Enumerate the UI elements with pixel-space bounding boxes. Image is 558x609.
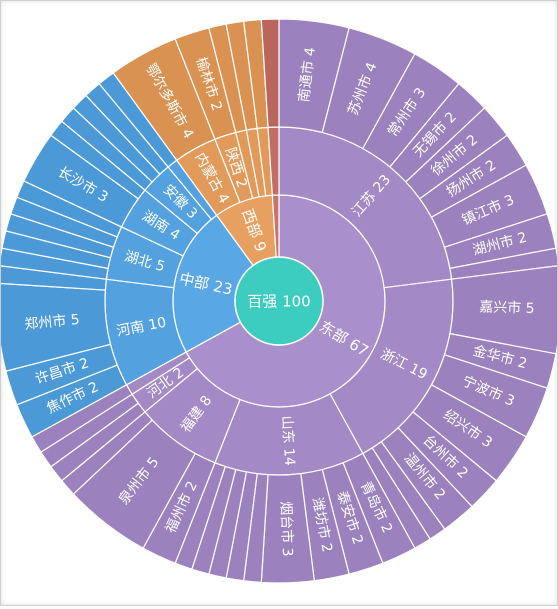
city-segment[interactable] (260, 18, 280, 128)
city-segment-label: 郑州市 5 (24, 311, 81, 333)
center-node[interactable] (234, 256, 324, 346)
city-segment-label: 嘉兴市 5 (479, 298, 535, 317)
province-segment-label: 山东 14 (278, 415, 297, 466)
city-segment[interactable] (0, 282, 112, 372)
center-label: 百强 100 (247, 293, 310, 311)
city-segment-label: 南通市 4 (295, 46, 319, 103)
city-segment-label: 烟台市 3 (277, 501, 296, 557)
